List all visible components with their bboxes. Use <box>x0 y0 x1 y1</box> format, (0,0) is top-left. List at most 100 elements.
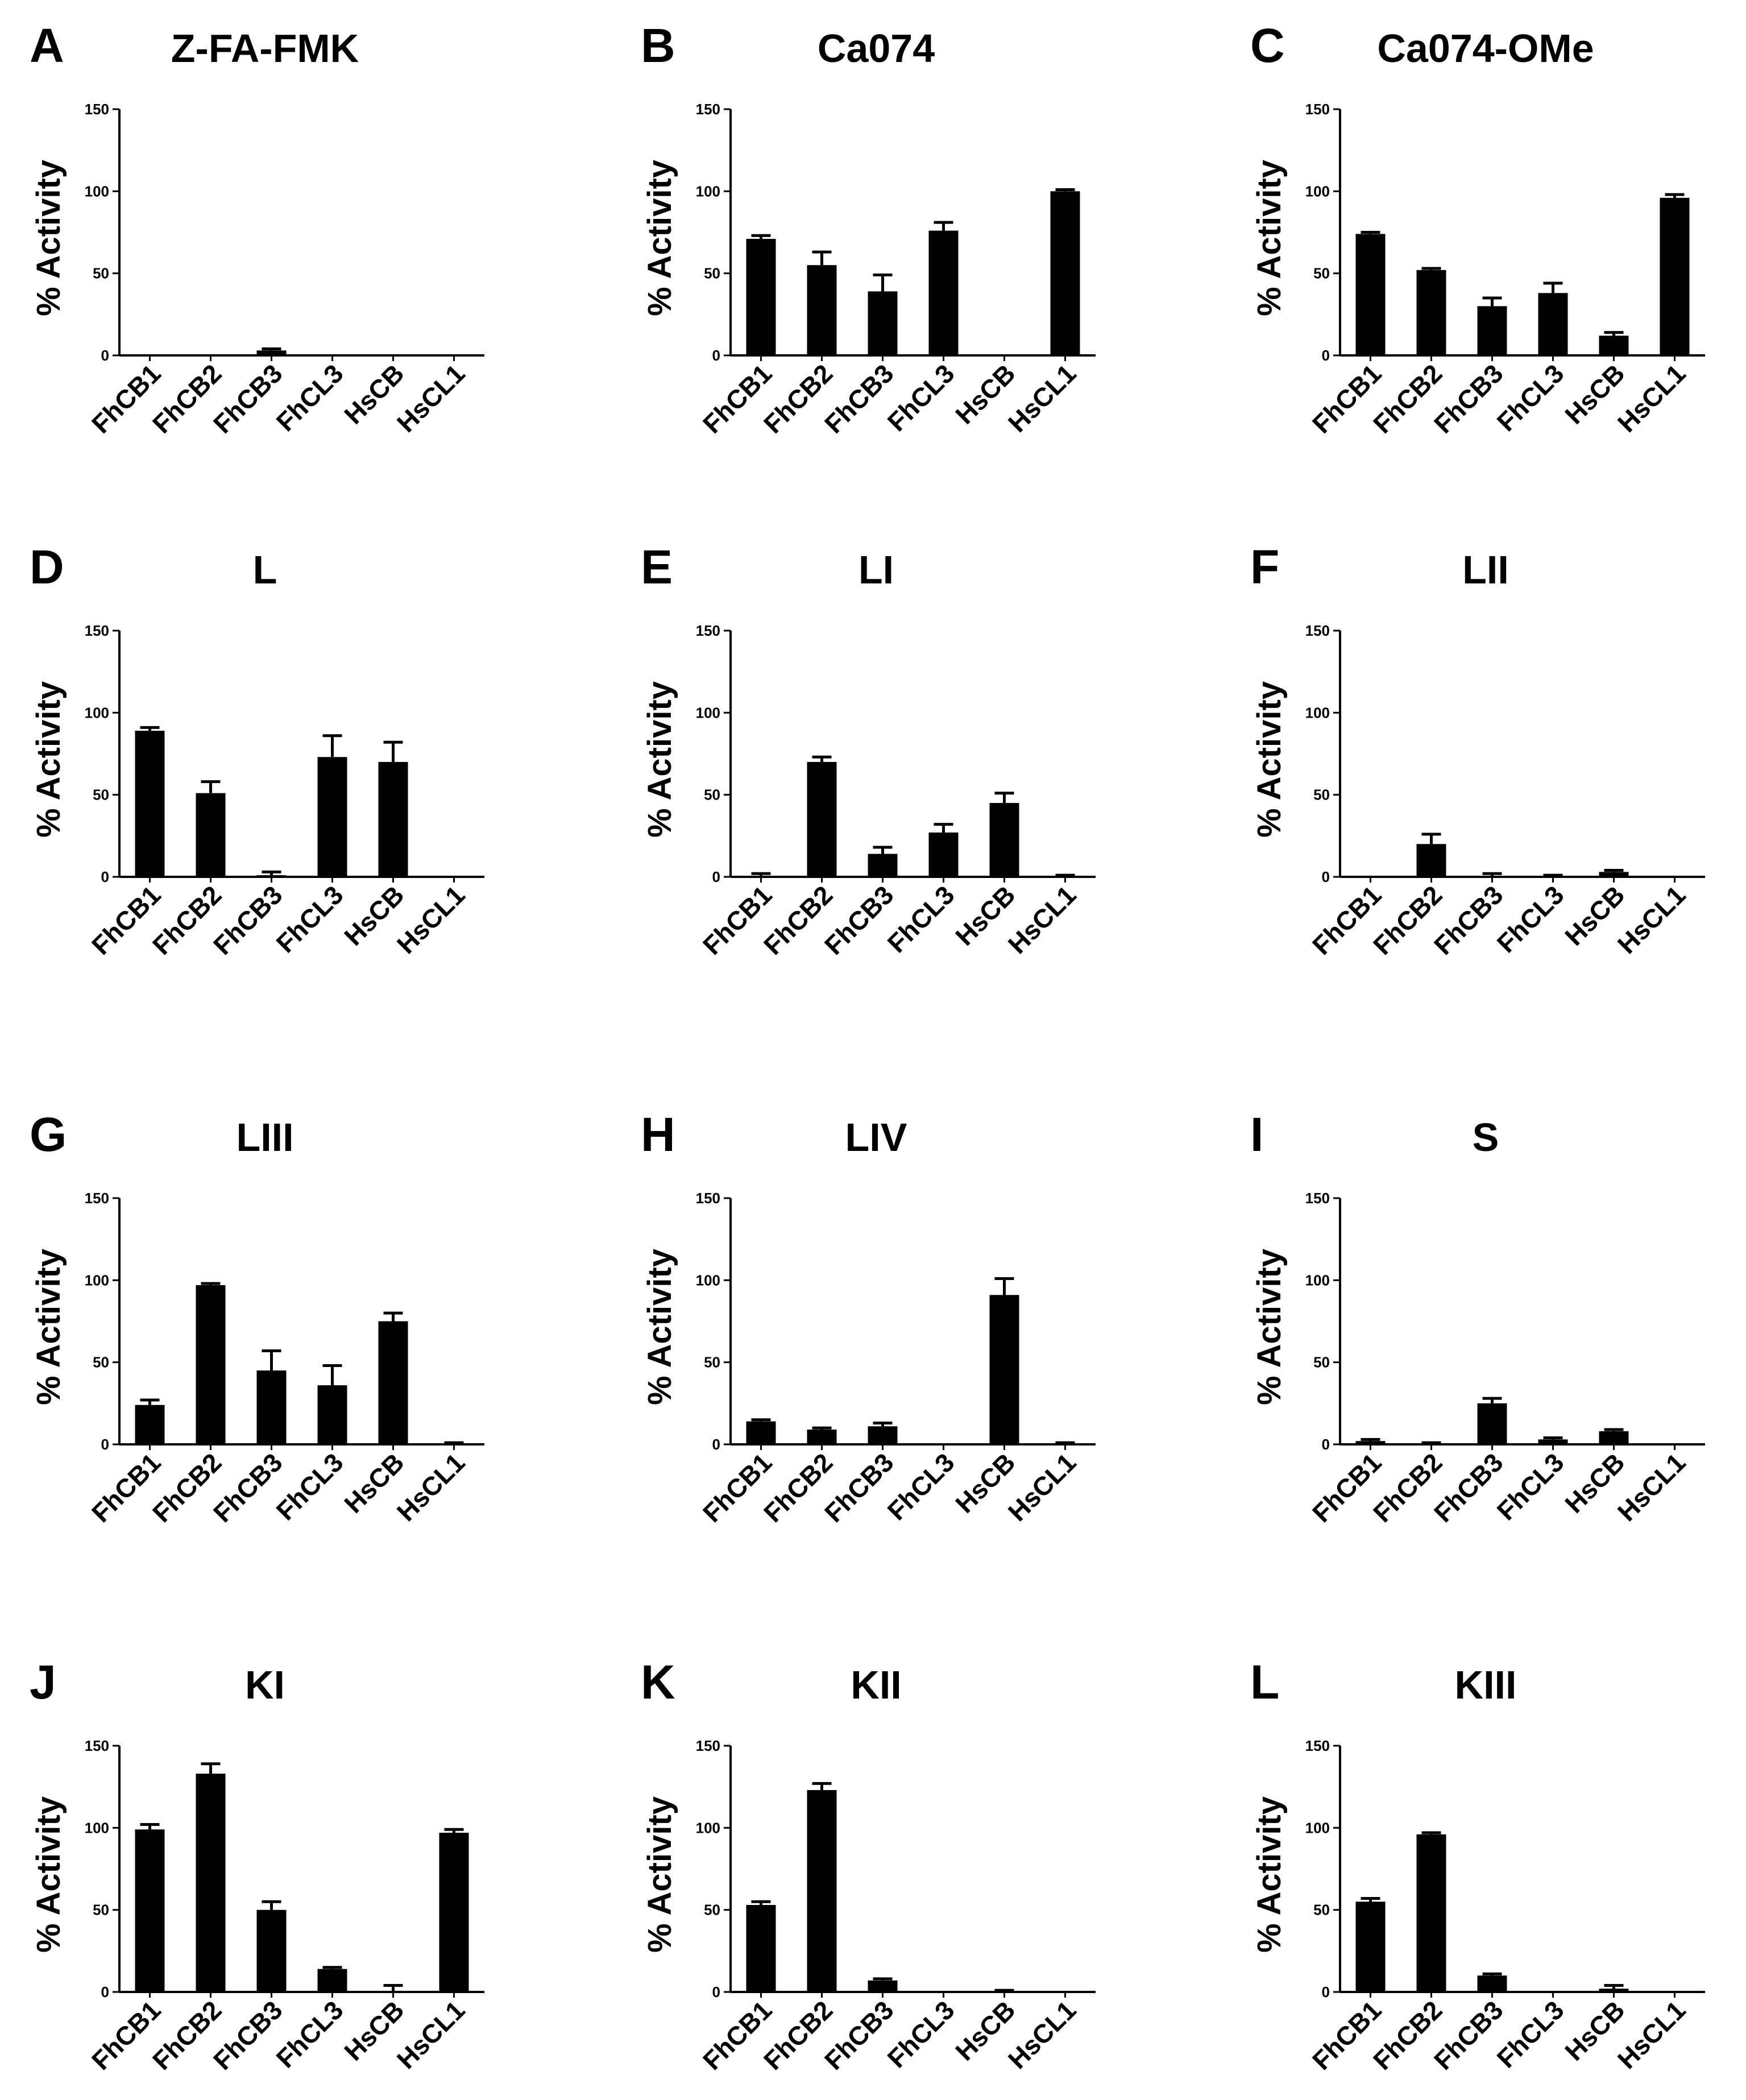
error-bar-fhcb3 <box>873 274 893 292</box>
x-tick-label: FhCL3 <box>1491 880 1570 958</box>
bar-hscb <box>989 1295 1019 1444</box>
chart-title: LII <box>1462 548 1509 592</box>
x-tick-label: HsCL1 <box>1002 880 1082 959</box>
y-tick-label: 100 <box>85 1271 109 1289</box>
y-axis-label: % Activity <box>641 1249 678 1405</box>
error-bar-fhcl3 <box>1543 1436 1563 1440</box>
chart-panel-d: D L % Activity 0 50 100 150 FhCB1FhCB2FhCB3FhCL… <box>30 540 484 960</box>
bar-fhcl3 <box>1538 1439 1568 1444</box>
y-tick-label: 0 <box>712 347 720 364</box>
y-tick-label: 0 <box>1322 868 1330 885</box>
y-tick-label: 50 <box>704 1902 720 1919</box>
bar-fhcb3 <box>868 854 898 877</box>
y-tick-label: 100 <box>1305 1819 1330 1836</box>
error-bar-hscb <box>994 1989 1014 1992</box>
bar-hscb <box>989 803 1019 877</box>
panel-letter: K <box>641 1655 675 1709</box>
x-tick-label: HsCL1 <box>1002 1447 1082 1527</box>
y-tick-label: 100 <box>85 183 109 200</box>
error-bar-hscb <box>383 1983 403 1992</box>
y-tick-label: 0 <box>1322 1436 1330 1453</box>
error-bar-fhcb1 <box>140 1398 160 1405</box>
y-tick-label: 50 <box>1313 265 1330 282</box>
chart-panel-f: F LII % Activity 0 50 100 150 FhCB1FhCB2FhCB3Fh… <box>1250 540 1705 960</box>
error-bar-fhcb2 <box>812 250 832 266</box>
x-tick-label: FhCB3 <box>208 358 288 439</box>
error-bar-fhcb2 <box>201 1282 221 1285</box>
x-tick-label: FhCB1 <box>697 1995 778 2076</box>
x-tick-label: FhCB3 <box>1428 1447 1509 1528</box>
chart-panel-i: I S % Activity 0 50 100 150 FhCB1FhCB2FhCB3FhCL… <box>1250 1108 1705 1528</box>
y-tick-label: 50 <box>704 786 720 803</box>
panel-letter: G <box>30 1108 67 1161</box>
chart-title: LIV <box>845 1115 907 1159</box>
bar-hscb <box>1599 1431 1629 1444</box>
x-tick-label: FhCB2 <box>1367 1995 1448 2076</box>
y-tick-label: 0 <box>101 1436 109 1453</box>
x-tick-label: FhCB1 <box>1307 358 1387 439</box>
error-bar-fhcb2 <box>1421 1831 1441 1834</box>
error-bar-hscl1 <box>444 1828 464 1833</box>
x-tick-label: FhCB1 <box>697 880 778 960</box>
bar-fhcl3 <box>317 757 347 877</box>
error-bar-fhcb3 <box>873 1421 893 1427</box>
x-tick-label: FhCB2 <box>147 1447 227 1528</box>
x-tick-label: FhCB1 <box>697 358 778 439</box>
bar-fhcb2 <box>807 761 837 877</box>
x-tick-label: FhCB3 <box>819 1447 899 1528</box>
error-bar-fhcb2 <box>201 1762 221 1774</box>
x-tick-label: FhCL3 <box>1491 1447 1570 1526</box>
x-tick-label: HsCL1 <box>1612 1447 1691 1527</box>
y-axis-label: % Activity <box>30 1796 67 1953</box>
x-tick-label: HsCL1 <box>1002 358 1082 438</box>
bar-fhcb2 <box>196 793 226 877</box>
bar-fhcb3 <box>256 875 287 877</box>
bar-fhcb3 <box>868 1426 898 1444</box>
bar-fhcb3 <box>256 1910 287 1992</box>
y-tick-label: 50 <box>1313 786 1330 803</box>
y-tick-label: 150 <box>696 1737 720 1754</box>
chart-title: KIII <box>1455 1663 1517 1707</box>
error-bar-fhcb1 <box>1361 1896 1380 1902</box>
x-tick-label: HsCL1 <box>391 880 471 959</box>
y-tick-label: 50 <box>93 786 109 803</box>
bar-fhcb2 <box>1416 1834 1446 1992</box>
bar-fhcb2 <box>1416 270 1446 355</box>
error-bar-fhcl3 <box>934 221 953 231</box>
bar-fhcb1 <box>1355 234 1386 355</box>
y-tick-label: 100 <box>696 704 720 721</box>
bar-fhcb2 <box>807 265 837 355</box>
y-tick-label: 150 <box>85 1190 109 1207</box>
x-tick-label: FhCB1 <box>1307 1447 1387 1528</box>
error-bar-fhcb1 <box>1361 231 1380 234</box>
panel-letter: L <box>1250 1655 1279 1709</box>
error-bar-fhcl3 <box>322 1364 342 1386</box>
error-bar-hscb <box>994 1277 1014 1295</box>
y-tick-label: 0 <box>712 1983 720 2000</box>
error-bar-hscb <box>383 740 403 762</box>
chart-title: Ca074 <box>818 26 935 71</box>
panel-letter: J <box>30 1655 56 1709</box>
x-tick-label: FhCB2 <box>1367 1447 1448 1528</box>
error-bar-fhcb3 <box>262 347 281 351</box>
y-tick-label: 0 <box>101 347 109 364</box>
error-bar-fhcb1 <box>140 1823 160 1830</box>
x-tick-label: FhCL3 <box>882 1447 960 1526</box>
x-tick-label: FhCB2 <box>758 1995 839 2076</box>
chart-panel-b: B Ca074 % Activity 0 50 100 150 FhCB1FhCB2FhCB3… <box>641 19 1096 439</box>
y-axis-label: % Activity <box>641 681 678 838</box>
error-bar-fhcl3 <box>1543 281 1563 293</box>
bar-fhcl3 <box>1538 293 1568 355</box>
bar-fhcb3 <box>1477 1975 1507 1992</box>
bar-hscl1 <box>439 1832 469 1992</box>
x-tick-label: FhCB2 <box>147 880 227 960</box>
bar-fhcb3 <box>256 350 287 355</box>
chart-title: KI <box>245 1663 285 1707</box>
x-tick-label: FhCB1 <box>86 1995 167 2076</box>
y-tick-label: 100 <box>85 1819 109 1836</box>
y-axis-label: % Activity <box>1251 1249 1288 1405</box>
bar-fhcb3 <box>868 291 898 355</box>
bar-fhcb1 <box>746 1905 776 1992</box>
bar-fhcl3 <box>317 1969 347 1992</box>
x-tick-label: FhCB3 <box>819 880 899 960</box>
